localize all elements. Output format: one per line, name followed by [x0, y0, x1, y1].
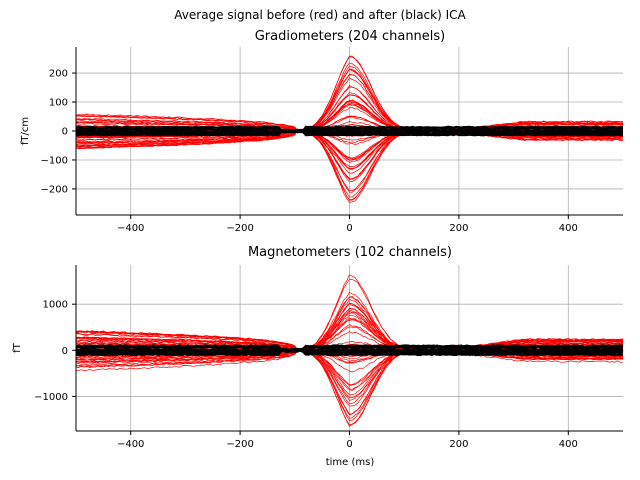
after-series-line	[75, 344, 624, 351]
y-tick-label: −100	[41, 155, 68, 166]
gradiometers-yticks: −200 −100 0 100 200	[41, 69, 76, 195]
after-series-line	[75, 349, 624, 355]
magnetometers-xticks: −400 −200 0 200 400	[117, 431, 578, 450]
gradiometers-title: Gradiometers (204 channels)	[255, 29, 446, 44]
gradiometers-panel: Gradiometers (204 channels) fT/cm −400 −2…	[20, 29, 624, 234]
magnetometers-title: Magnetometers (102 channels)	[248, 245, 452, 260]
after-series-line	[75, 129, 624, 134]
y-tick-label: 0	[62, 127, 68, 138]
magnetometers-ylabel: fT	[12, 342, 23, 353]
before-series-line	[75, 309, 624, 361]
gradiometers-after-lines	[75, 125, 624, 137]
before-series-line	[75, 299, 624, 361]
before-series-line	[75, 338, 624, 385]
before-series-line	[75, 100, 624, 147]
y-tick-label: 200	[49, 69, 68, 80]
magnetometers-panel: Magnetometers (102 channels) fT time (ms…	[12, 245, 624, 468]
magnetometers-yticks: −1000 0 1000	[34, 300, 76, 403]
gradiometers-xticks: −400 −200 0 200 400	[117, 215, 578, 234]
y-tick-label: −1000	[34, 392, 68, 403]
magnetometers-xlabel: time (ms)	[326, 457, 375, 468]
x-tick-label: 400	[559, 223, 578, 234]
magnetometers-after-lines	[75, 344, 624, 357]
y-tick-label: −200	[41, 184, 68, 195]
x-tick-label: 0	[346, 223, 352, 234]
gradiometers-ylabel: fT/cm	[20, 117, 31, 145]
x-tick-label: 400	[559, 439, 578, 450]
x-tick-label: −200	[226, 439, 253, 450]
after-series-line	[75, 125, 624, 132]
y-tick-label: 1000	[43, 300, 68, 311]
x-tick-label: 0	[346, 439, 352, 450]
x-tick-label: 200	[449, 223, 468, 234]
x-tick-label: −400	[117, 439, 144, 450]
before-series-line	[75, 349, 624, 363]
after-series-line	[75, 345, 624, 351]
after-series-line	[75, 348, 624, 353]
figure-suptitle: Average signal before (red) and after (b…	[174, 8, 466, 22]
after-series-line	[76, 128, 624, 133]
y-tick-label: 100	[49, 98, 68, 109]
before-series-line	[75, 118, 624, 169]
x-tick-label: −400	[117, 223, 144, 234]
before-series-line	[75, 307, 624, 359]
after-series-line	[75, 130, 624, 136]
before-series-line	[76, 99, 624, 143]
x-tick-label: 200	[449, 439, 468, 450]
before-series-line	[75, 73, 624, 139]
y-tick-label: 0	[62, 346, 68, 357]
after-series-line	[75, 347, 624, 352]
x-tick-label: −200	[226, 223, 253, 234]
before-series-line	[75, 339, 624, 427]
